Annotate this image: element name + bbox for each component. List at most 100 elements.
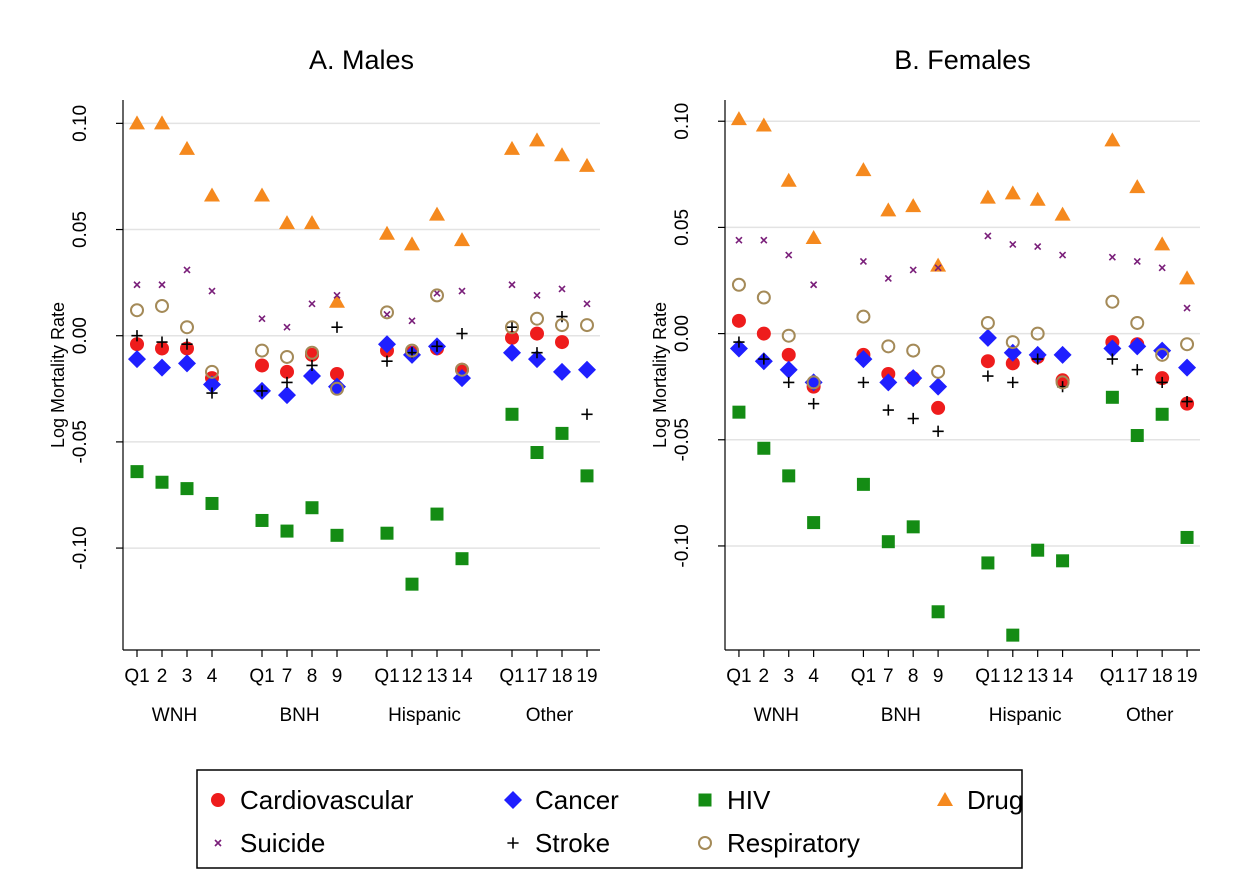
point [1032, 353, 1044, 365]
point [155, 298, 169, 313]
point [381, 355, 393, 367]
point [179, 140, 195, 155]
x-tick-label: 17 [526, 666, 547, 687]
point [155, 341, 169, 356]
point [555, 335, 569, 350]
group-label: Hispanic [388, 705, 461, 726]
point [1106, 353, 1118, 365]
point [1181, 395, 1193, 408]
point [881, 535, 895, 549]
x-tick-label: Q1 [726, 666, 751, 687]
point [907, 412, 919, 425]
chart-title: A. Males [309, 45, 414, 75]
point [930, 257, 947, 272]
point [1158, 264, 1166, 272]
point [881, 339, 896, 354]
point [255, 343, 269, 358]
point [555, 318, 569, 333]
point [258, 315, 266, 323]
point [982, 370, 994, 382]
point [1154, 236, 1171, 251]
point [555, 426, 569, 440]
point [882, 404, 894, 416]
point [205, 496, 219, 510]
point [931, 400, 946, 415]
point [880, 202, 897, 217]
point [1007, 376, 1019, 389]
point [204, 187, 220, 202]
point [505, 407, 519, 421]
x-tick-label: Q1 [249, 666, 274, 687]
point [553, 362, 571, 381]
point [580, 318, 594, 333]
point [984, 232, 992, 240]
point [503, 343, 521, 362]
point [756, 326, 771, 341]
point [305, 501, 319, 515]
point [430, 507, 444, 521]
point [380, 305, 394, 320]
point [153, 358, 171, 377]
point [456, 327, 468, 340]
point [806, 375, 821, 390]
legend-marker [214, 839, 222, 847]
point [756, 290, 771, 305]
point [1153, 341, 1172, 360]
point [205, 364, 219, 379]
point [1183, 304, 1191, 312]
point [1105, 390, 1119, 404]
group-label: WNH [152, 705, 197, 726]
point [133, 281, 141, 289]
point [280, 349, 294, 364]
point [904, 369, 923, 388]
x-tick-label: 7 [282, 666, 293, 687]
point [506, 321, 518, 333]
point [1029, 191, 1046, 206]
point [931, 605, 945, 619]
y-tick-label: -0.05 [70, 420, 91, 463]
point [1155, 407, 1169, 421]
point [580, 469, 594, 483]
point [1055, 375, 1070, 390]
point [1005, 335, 1020, 350]
point [980, 354, 995, 369]
point [1031, 543, 1045, 557]
legend-label: Cancer [535, 785, 619, 815]
point [454, 232, 470, 247]
x-tick-label: 2 [157, 666, 168, 687]
legend-box [196, 769, 1023, 869]
point [405, 343, 419, 358]
point [1128, 337, 1147, 356]
point [505, 330, 519, 345]
legend-label: Cardiovascular [240, 785, 414, 815]
point [379, 225, 395, 240]
point [579, 157, 595, 172]
y-tick-label: 0.10 [70, 105, 91, 142]
point [783, 376, 795, 389]
point [330, 366, 344, 381]
x-tick-label: 13 [1027, 666, 1048, 687]
point [1104, 132, 1121, 147]
point [856, 477, 870, 491]
legend-marker [211, 793, 225, 807]
x-tick-label: Q1 [975, 666, 1000, 687]
x-tick-label: 17 [1127, 666, 1148, 687]
point [932, 425, 944, 437]
point [1131, 364, 1143, 376]
x-tick-label: 18 [551, 666, 572, 687]
point [1179, 270, 1196, 285]
point [180, 320, 194, 335]
x-tick-label: 13 [426, 666, 447, 687]
point [530, 311, 544, 326]
point [583, 300, 591, 308]
y-tick-label: 0.05 [672, 209, 693, 246]
legend-marker [937, 792, 953, 806]
point [1009, 240, 1017, 248]
point [905, 198, 922, 213]
point [383, 310, 391, 319]
point [303, 367, 321, 386]
x-tick-label: 8 [908, 666, 919, 687]
point [782, 469, 796, 483]
point [884, 274, 892, 282]
point [735, 236, 743, 244]
